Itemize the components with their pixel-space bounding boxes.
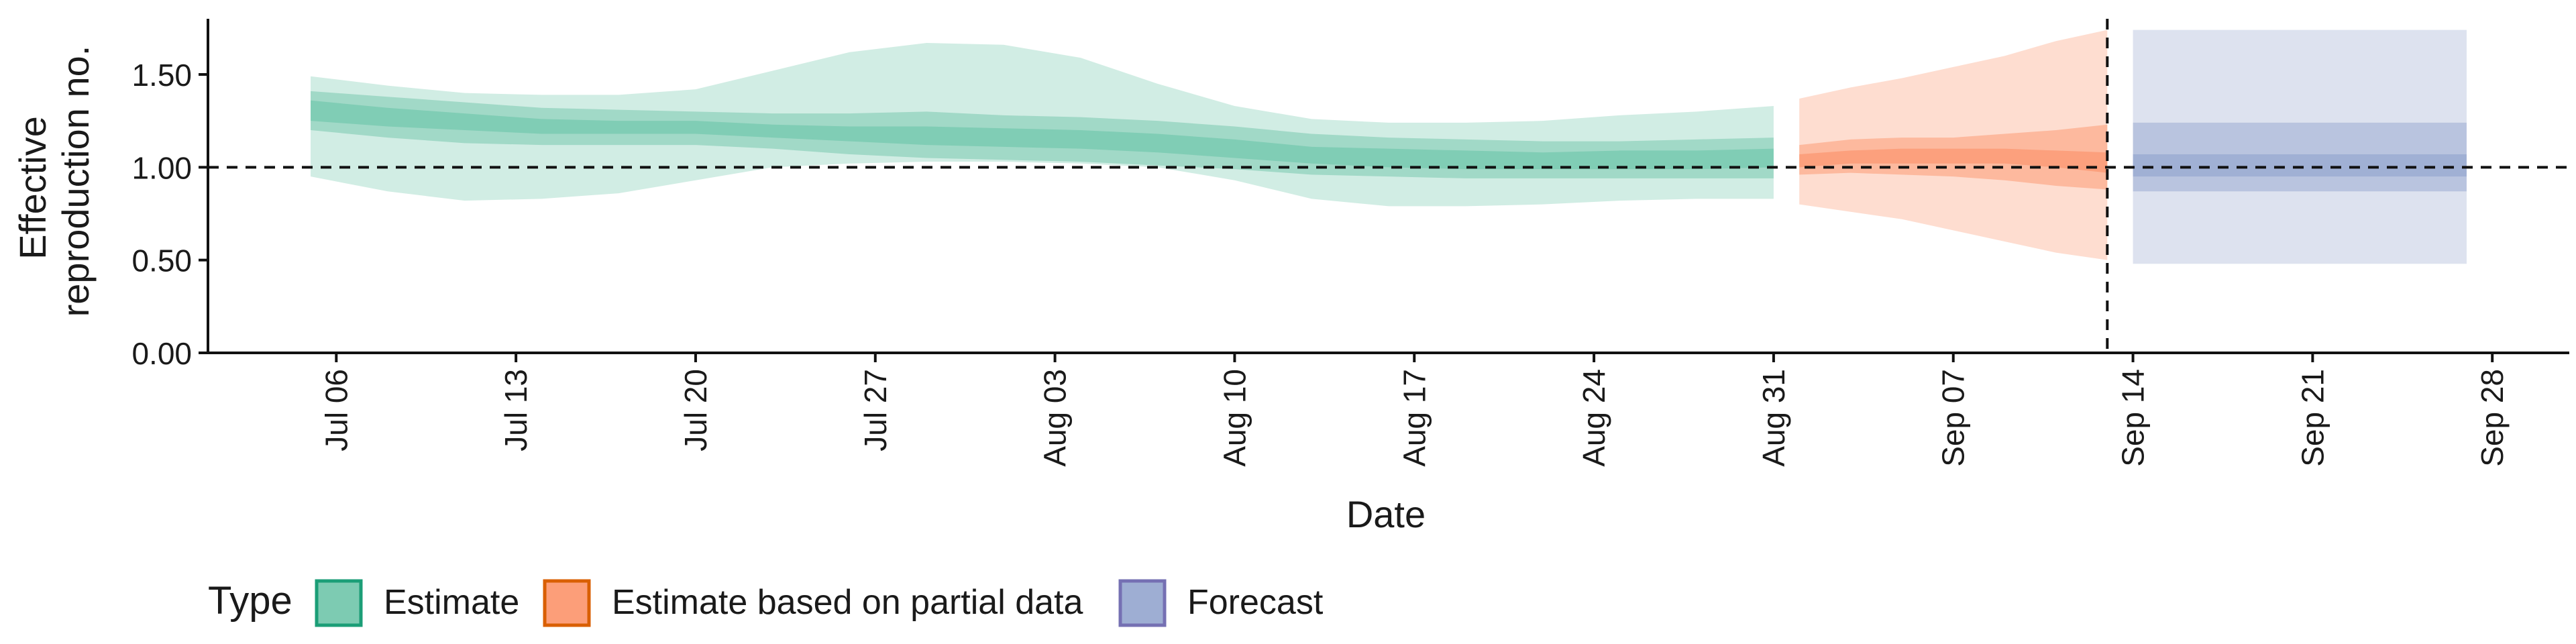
y-axis-title-line-1: Effective bbox=[11, 116, 54, 260]
x-tick-label-4: Aug 03 bbox=[1038, 369, 1073, 467]
x-tick-label-3: Jul 27 bbox=[858, 369, 893, 451]
ribbon-20-2 bbox=[2133, 154, 2467, 177]
plot-area bbox=[207, 19, 2569, 354]
x-tick-label-6: Aug 17 bbox=[1397, 369, 1432, 467]
x-tick-label-0: Jul 06 bbox=[319, 369, 354, 451]
series-0 bbox=[311, 42, 1774, 207]
legend-swatch-0 bbox=[315, 579, 363, 627]
series-1 bbox=[1799, 30, 2108, 260]
legend: Type Estimate Estimate based on partial d… bbox=[208, 579, 1324, 627]
ribbon-20-1 bbox=[1799, 148, 2108, 173]
x-axis-title: Date bbox=[1346, 493, 1426, 535]
series-2 bbox=[2133, 30, 2467, 264]
legend-label-2: Forecast bbox=[1187, 583, 1324, 622]
legend-title: Type bbox=[208, 579, 292, 623]
x-tick-label-12: Sep 28 bbox=[2475, 369, 2510, 467]
x-tick-label-10: Sep 14 bbox=[2116, 369, 2151, 467]
ribbon-90-2 bbox=[2133, 30, 2467, 264]
y-tick-label-1: 0.50 bbox=[131, 244, 192, 278]
y-tick-label-2: 1.00 bbox=[131, 150, 192, 185]
ribbon-20-0 bbox=[311, 100, 1774, 170]
y-axis: 0.00 0.50 1.00 1.50 bbox=[131, 58, 208, 371]
legend-label-1: Estimate based on partial data bbox=[612, 583, 1083, 622]
ribbon-90-1 bbox=[1799, 30, 2108, 260]
y-axis-title-line-2: reproduction no. bbox=[54, 46, 97, 317]
x-tick-label-2: Jul 20 bbox=[678, 369, 713, 451]
legend-label-0: Estimate bbox=[384, 583, 519, 622]
x-tick-label-11: Sep 21 bbox=[2295, 369, 2330, 467]
legend-swatch-2 bbox=[1118, 579, 1167, 627]
y-tick-label-0: 0.00 bbox=[131, 336, 192, 371]
x-tick-label-1: Jul 13 bbox=[498, 369, 533, 451]
x-tick-label-9: Sep 07 bbox=[1936, 369, 1971, 467]
legend-swatch-1 bbox=[543, 579, 591, 627]
y-tick-label-3: 1.50 bbox=[131, 58, 192, 93]
x-tick-label-5: Aug 10 bbox=[1217, 369, 1252, 467]
x-tick-label-8: Aug 31 bbox=[1756, 369, 1791, 467]
x-tick-label-7: Aug 24 bbox=[1576, 369, 1611, 467]
x-axis: Jul 06 Jul 13 Jul 20 Jul 27 Aug 03 Aug 10 Aug … bbox=[319, 353, 2510, 467]
